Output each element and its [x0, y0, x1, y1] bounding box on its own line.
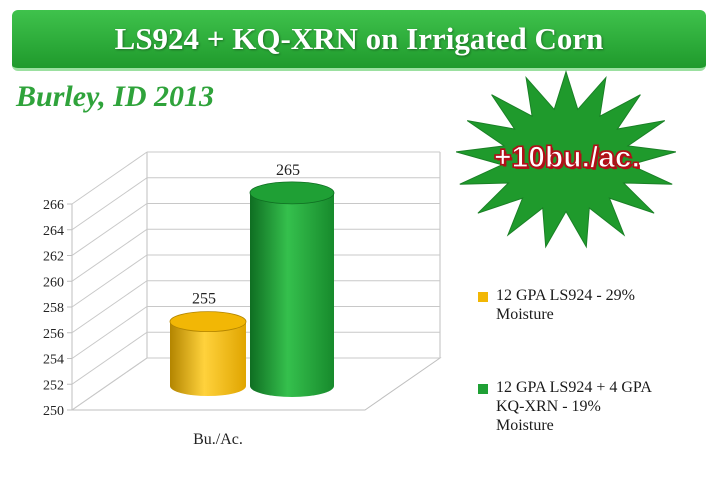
y-tick-label: 262	[43, 250, 64, 265]
gridline-side	[71, 203, 148, 256]
y-tick-label: 266	[43, 198, 64, 213]
bar-ls924-kqxrn	[250, 192, 334, 397]
yield-gain-callout: +10bu./ac.	[493, 140, 640, 174]
gridline-side	[71, 177, 148, 231]
bar-ls924	[170, 321, 246, 396]
gridline-side	[71, 306, 148, 359]
legend-swatch-green	[478, 384, 488, 394]
legend-label: 12 GPA LS924 + 4 GPA KQ-XRN - 19% Moistu…	[496, 379, 652, 434]
y-tick-label: 260	[43, 275, 64, 290]
y-tick-label: 264	[43, 224, 64, 239]
x-category-label: Bu./Ac.	[193, 431, 243, 448]
y-tick-label: 258	[43, 301, 64, 316]
y-tick-label: 254	[43, 353, 64, 368]
legend-label: 12 GPA LS924 - 29% Moisture	[496, 287, 635, 323]
legend-item-ls924-kqxrn: 12 GPA LS924 + 4 GPA KQ-XRN - 19% Moistu…	[478, 378, 656, 435]
gridline-side	[71, 151, 148, 205]
data-label: 265	[276, 162, 300, 179]
gridline-side	[71, 331, 148, 385]
y-tick-label: 252	[43, 378, 64, 393]
bar-top-cap	[249, 181, 335, 205]
data-label: 255	[192, 291, 216, 308]
y-tick-label: 256	[43, 327, 64, 342]
bar-top-cap	[169, 311, 247, 333]
legend-swatch-yellow	[478, 292, 488, 302]
legend-item-ls924: 12 GPA LS924 - 29% Moisture	[478, 286, 656, 324]
page-title: LS924 + KQ-XRN on Irrigated Corn	[114, 21, 604, 56]
location-subtitle: Burley, ID 2013	[16, 80, 215, 113]
gridline-side	[71, 254, 148, 308]
gridline-side	[71, 228, 148, 282]
y-tick-label: 250	[43, 404, 64, 419]
title-banner: LS924 + KQ-XRN on Irrigated Corn	[12, 10, 706, 71]
gridline-side	[71, 357, 148, 411]
gridline-side	[71, 280, 148, 334]
